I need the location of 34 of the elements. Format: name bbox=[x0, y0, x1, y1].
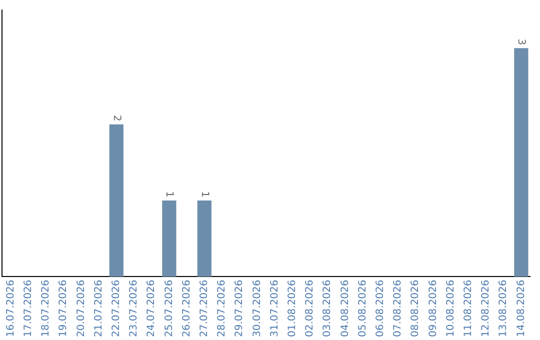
x-tick-label: 07.08.2026 bbox=[392, 280, 404, 338]
x-tick-label: 28.07.2026 bbox=[216, 280, 228, 338]
x-tick-label: 04.08.2026 bbox=[340, 280, 351, 338]
x-tick-label: 12.08.2026 bbox=[480, 280, 492, 338]
x-tick-label: 11.08.2026 bbox=[462, 280, 474, 338]
x-tick-label: 09.08.2026 bbox=[428, 280, 439, 338]
x-tick-label: 14.08.2026 bbox=[516, 280, 527, 338]
x-tick-label: 19.07.2026 bbox=[58, 280, 70, 338]
data-label: 3 bbox=[516, 38, 527, 46]
x-tick-label: 29.07.2026 bbox=[234, 280, 246, 338]
x-tick-label: 20.07.2026 bbox=[76, 280, 87, 338]
x-tick-label: 21.07.2026 bbox=[93, 280, 104, 338]
x-tick-label: 30.07.2026 bbox=[252, 280, 263, 338]
x-tick-label: 03.08.2026 bbox=[322, 280, 334, 338]
x-tick-label: 23.07.2026 bbox=[128, 280, 140, 338]
x-tick-label: 17.07.2026 bbox=[22, 280, 34, 338]
x-tick-label: 18.07.2026 bbox=[40, 280, 52, 338]
x-tick-label: 02.08.2026 bbox=[304, 280, 316, 338]
x-tick-label: 16.07.2026 bbox=[5, 280, 16, 338]
data-label: 2 bbox=[110, 114, 122, 122]
x-tick-label: 26.07.2026 bbox=[181, 280, 192, 338]
x-tick-label: 13.08.2026 bbox=[498, 280, 510, 338]
x-tick-label: 05.08.2026 bbox=[357, 280, 368, 338]
x-tick-label: 25.07.2026 bbox=[164, 280, 175, 338]
x-tick-label: 22.07.2026 bbox=[110, 280, 122, 338]
x-tick-label: 10.08.2026 bbox=[445, 280, 456, 338]
x-tick-label: 27.07.2026 bbox=[198, 280, 210, 338]
x-tick-label: 31.07.2026 bbox=[269, 280, 280, 338]
data-label: 1 bbox=[198, 191, 210, 198]
x-tick-label: 08.08.2026 bbox=[410, 280, 422, 338]
x-tick-label: 06.08.2026 bbox=[374, 280, 386, 338]
data-label: 1 bbox=[164, 191, 175, 198]
x-tick-label: 01.08.2026 bbox=[286, 280, 298, 338]
x-tick-label: 24.07.2026 bbox=[146, 280, 158, 338]
